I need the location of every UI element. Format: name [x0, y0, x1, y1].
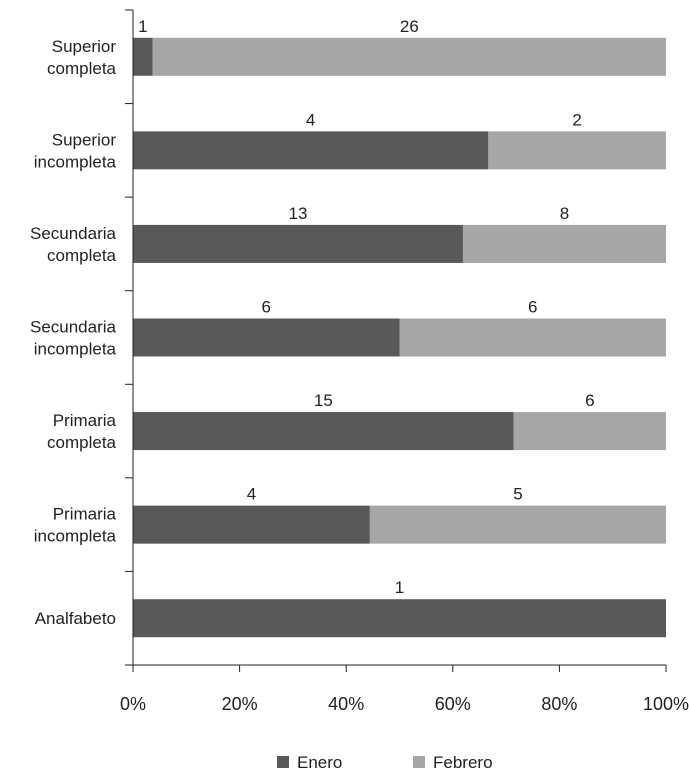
- data-label-enero-6: 1: [395, 578, 404, 597]
- legend-swatch-febrero: [413, 756, 425, 768]
- data-label-febrero-2: 8: [560, 204, 569, 223]
- legend-swatch-enero: [277, 756, 289, 768]
- category-label-4: Primaria completa: [47, 411, 117, 452]
- category-label-3: Secundaria incompleta: [30, 318, 117, 359]
- bar-segment-enero-5: [133, 505, 370, 544]
- data-label-enero-2: 13: [289, 204, 308, 223]
- bar-segment-febrero-4: [513, 412, 666, 451]
- x-tick-label-1: 20%: [222, 694, 258, 714]
- data-label-enero-0: 1: [138, 17, 147, 36]
- axes-layer: [125, 9, 667, 672]
- bar-segment-febrero-0: [152, 37, 667, 76]
- x-tick-label-5: 100%: [643, 694, 689, 714]
- bar-segment-febrero-2: [462, 224, 666, 263]
- bar-segment-enero-4: [133, 412, 514, 451]
- bar-segment-enero-6: [133, 599, 666, 638]
- x-tick-label-4: 80%: [541, 694, 577, 714]
- data-label-enero-3: 6: [262, 298, 271, 317]
- category-labels-layer: Superior completa Superior incompleta Secund…: [30, 37, 117, 628]
- legend-label-enero: Enero: [297, 753, 342, 772]
- bars-layer: [133, 37, 667, 638]
- data-label-enero-5: 4: [247, 485, 256, 504]
- x-tick-label-2: 40%: [328, 694, 364, 714]
- data-label-enero-1: 4: [306, 110, 315, 129]
- category-label-6: Analfabeto: [35, 609, 116, 628]
- data-label-febrero-3: 6: [528, 298, 537, 317]
- legend: Enero Febrero: [277, 753, 493, 772]
- data-label-febrero-1: 2: [572, 110, 581, 129]
- x-tick-label-3: 60%: [435, 694, 471, 714]
- data-label-febrero-0: 26: [400, 17, 419, 36]
- data-label-febrero-5: 5: [513, 485, 522, 504]
- bar-segment-febrero-1: [488, 131, 666, 170]
- bar-segment-enero-1: [133, 131, 489, 170]
- category-label-0: Superior completa: [47, 37, 117, 78]
- tick-labels-layer: 0% 20% 40% 60% 80% 100%: [120, 694, 689, 714]
- x-tick-label-0: 0%: [120, 694, 146, 714]
- bar-segment-enero-3: [133, 318, 400, 357]
- bar-segment-enero-2: [133, 224, 463, 263]
- data-label-enero-4: 15: [314, 391, 333, 410]
- category-label-1: Superior incompleta: [34, 130, 117, 171]
- bar-segment-enero-0: [133, 37, 153, 76]
- category-label-5: Primaria incompleta: [34, 505, 117, 546]
- data-labels-layer: 1 26 4 2 13 8 6 6 15 6 4 5 1: [138, 17, 594, 597]
- bar-segment-febrero-5: [369, 505, 666, 544]
- data-label-febrero-4: 6: [585, 391, 594, 410]
- legend-label-febrero: Febrero: [433, 753, 493, 772]
- bar-segment-febrero-3: [399, 318, 666, 357]
- category-label-2: Secundaria completa: [30, 224, 117, 265]
